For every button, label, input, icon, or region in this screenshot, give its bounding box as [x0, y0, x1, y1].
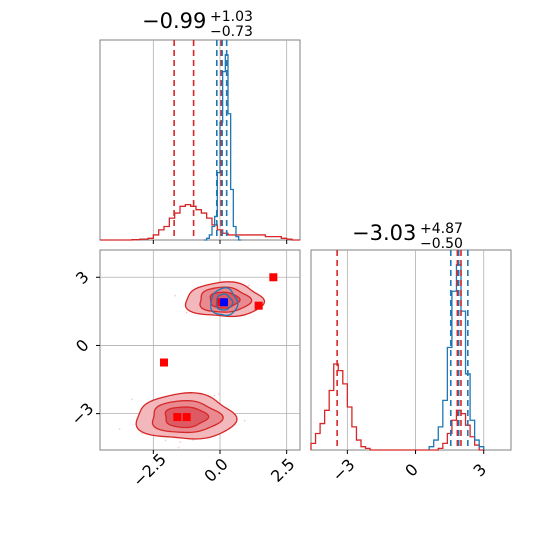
panel-bottom-right-grid: [346, 250, 485, 450]
p2-red-marker-2: [160, 358, 168, 367]
panel-top-left-frame: [99, 39, 301, 241]
p2-contour-blue-level-0: [210, 287, 239, 317]
p2-scatter-point: [174, 294, 177, 297]
panel-top-left-title-plus: +1.03: [210, 9, 253, 25]
p1-series-0: [100, 203, 300, 241]
panel-bottom-right-quantile-lines: [336, 250, 469, 450]
p2-contour-blue-level-1: [215, 293, 234, 311]
p2-scatter-point: [217, 392, 220, 395]
panel-top-left-title-value: −0.99: [142, 9, 206, 33]
panel-bottom-right-frame: [310, 249, 512, 451]
panel-bottom-left-contour: −2.5 0.0 2.5 −3 0 3: [67, 249, 301, 491]
panel-top-left-quantile-lines: [173, 40, 228, 240]
p2-scatter-point: [247, 284, 250, 287]
panel-top-left-ticks: [152, 240, 288, 244]
p2-red-marker-3: [173, 413, 182, 422]
p2-ytick-label-1: 0: [72, 335, 93, 356]
p2-xtick-label-2: 2.5: [267, 454, 298, 485]
panel-top-left-series: [100, 54, 300, 241]
p2-red-marker-0: [269, 273, 278, 282]
panel-top-left-title-minus: −0.73: [210, 24, 253, 40]
p3-xtick-label-1: 0: [401, 460, 422, 481]
p2-scatter-point: [185, 311, 188, 314]
p2-scatter-point: [140, 432, 143, 435]
p3-series-1: [428, 264, 485, 450]
panel-bottom-right-title-minus: −0.50: [420, 236, 463, 252]
p2-ytick-label-2: 3: [72, 267, 93, 288]
panel-bottom-left-markers: [160, 273, 278, 422]
p2-xtick-label-0: −2.5: [129, 450, 170, 491]
panel-bottom-right-title-plus: +4.87: [420, 221, 463, 237]
p3-xtick-label-0: −3: [328, 455, 358, 485]
panel-bottom-right-ticks: −3 0 3: [328, 450, 490, 485]
p2-scatter-point: [177, 446, 180, 449]
p1-series-1: [204, 54, 242, 241]
p2-scatter-point: [131, 398, 134, 401]
p2-red-marker-4: [182, 413, 191, 422]
p2-xtick-label-1: 0.0: [200, 454, 231, 485]
p2-blue-marker: [220, 298, 228, 307]
panel-top-left-histogram: −0.99 +1.03 −0.73: [99, 9, 301, 244]
p3-xtick-label-2: 3: [470, 460, 491, 481]
p2-scatter-point: [179, 441, 182, 444]
p2-scatter-point: [243, 419, 246, 422]
panel-bottom-right-histogram: −3 0 3 −3.03 +4.87 −0.50: [310, 221, 512, 485]
panel-bottom-right-title-value: −3.03: [352, 221, 416, 245]
p2-scatter-point: [213, 394, 216, 397]
p2-ytick-label-0: −3: [67, 399, 97, 429]
p2-scatter-point: [164, 439, 167, 442]
p2-scatter-point: [118, 428, 121, 430]
p2-red-marker-1: [254, 301, 263, 310]
